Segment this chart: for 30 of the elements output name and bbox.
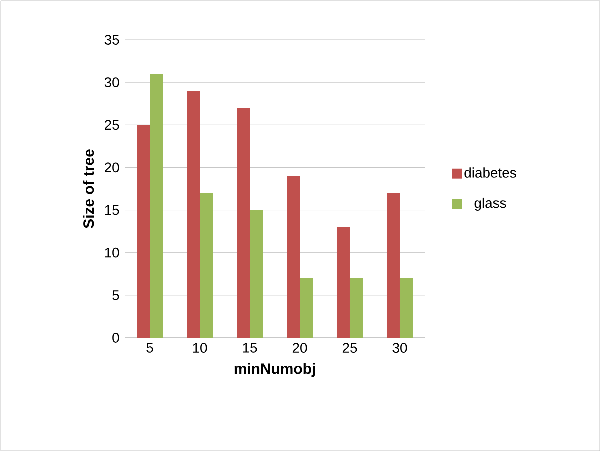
bar bbox=[150, 74, 163, 338]
x-tick-label: 20 bbox=[292, 343, 308, 354]
legend-label: glass bbox=[474, 198, 506, 211]
bar bbox=[250, 210, 263, 338]
x-tick-label: 5 bbox=[146, 343, 154, 353]
y-tick-label: 15 bbox=[105, 205, 120, 216]
bar bbox=[287, 176, 300, 338]
y-tick-label: 25 bbox=[105, 120, 120, 130]
bar bbox=[200, 193, 213, 338]
x-tick-label: 25 bbox=[342, 343, 358, 354]
x-tick-label: 15 bbox=[243, 343, 258, 353]
legend-label: diabetes bbox=[464, 168, 516, 178]
y-tick-label: 0 bbox=[112, 333, 120, 343]
bar bbox=[137, 125, 150, 338]
x-tick-label: 10 bbox=[193, 343, 208, 354]
y-tick-label: 5 bbox=[112, 290, 120, 300]
bar bbox=[386, 193, 400, 338]
y-tick-label: 30 bbox=[104, 78, 120, 88]
bar bbox=[400, 278, 413, 338]
y-tick-label: 35 bbox=[104, 35, 120, 45]
bar bbox=[336, 227, 350, 338]
y-tick-label: 10 bbox=[105, 248, 120, 258]
y-axis-title: Size of tree bbox=[83, 150, 94, 228]
y-tick-label: 20 bbox=[105, 162, 120, 173]
x-axis-title: minNumobj bbox=[234, 363, 316, 378]
bar bbox=[237, 108, 250, 338]
bar bbox=[187, 91, 200, 338]
x-tick-label: 30 bbox=[392, 343, 408, 354]
bar bbox=[350, 278, 363, 338]
bar bbox=[300, 278, 313, 338]
